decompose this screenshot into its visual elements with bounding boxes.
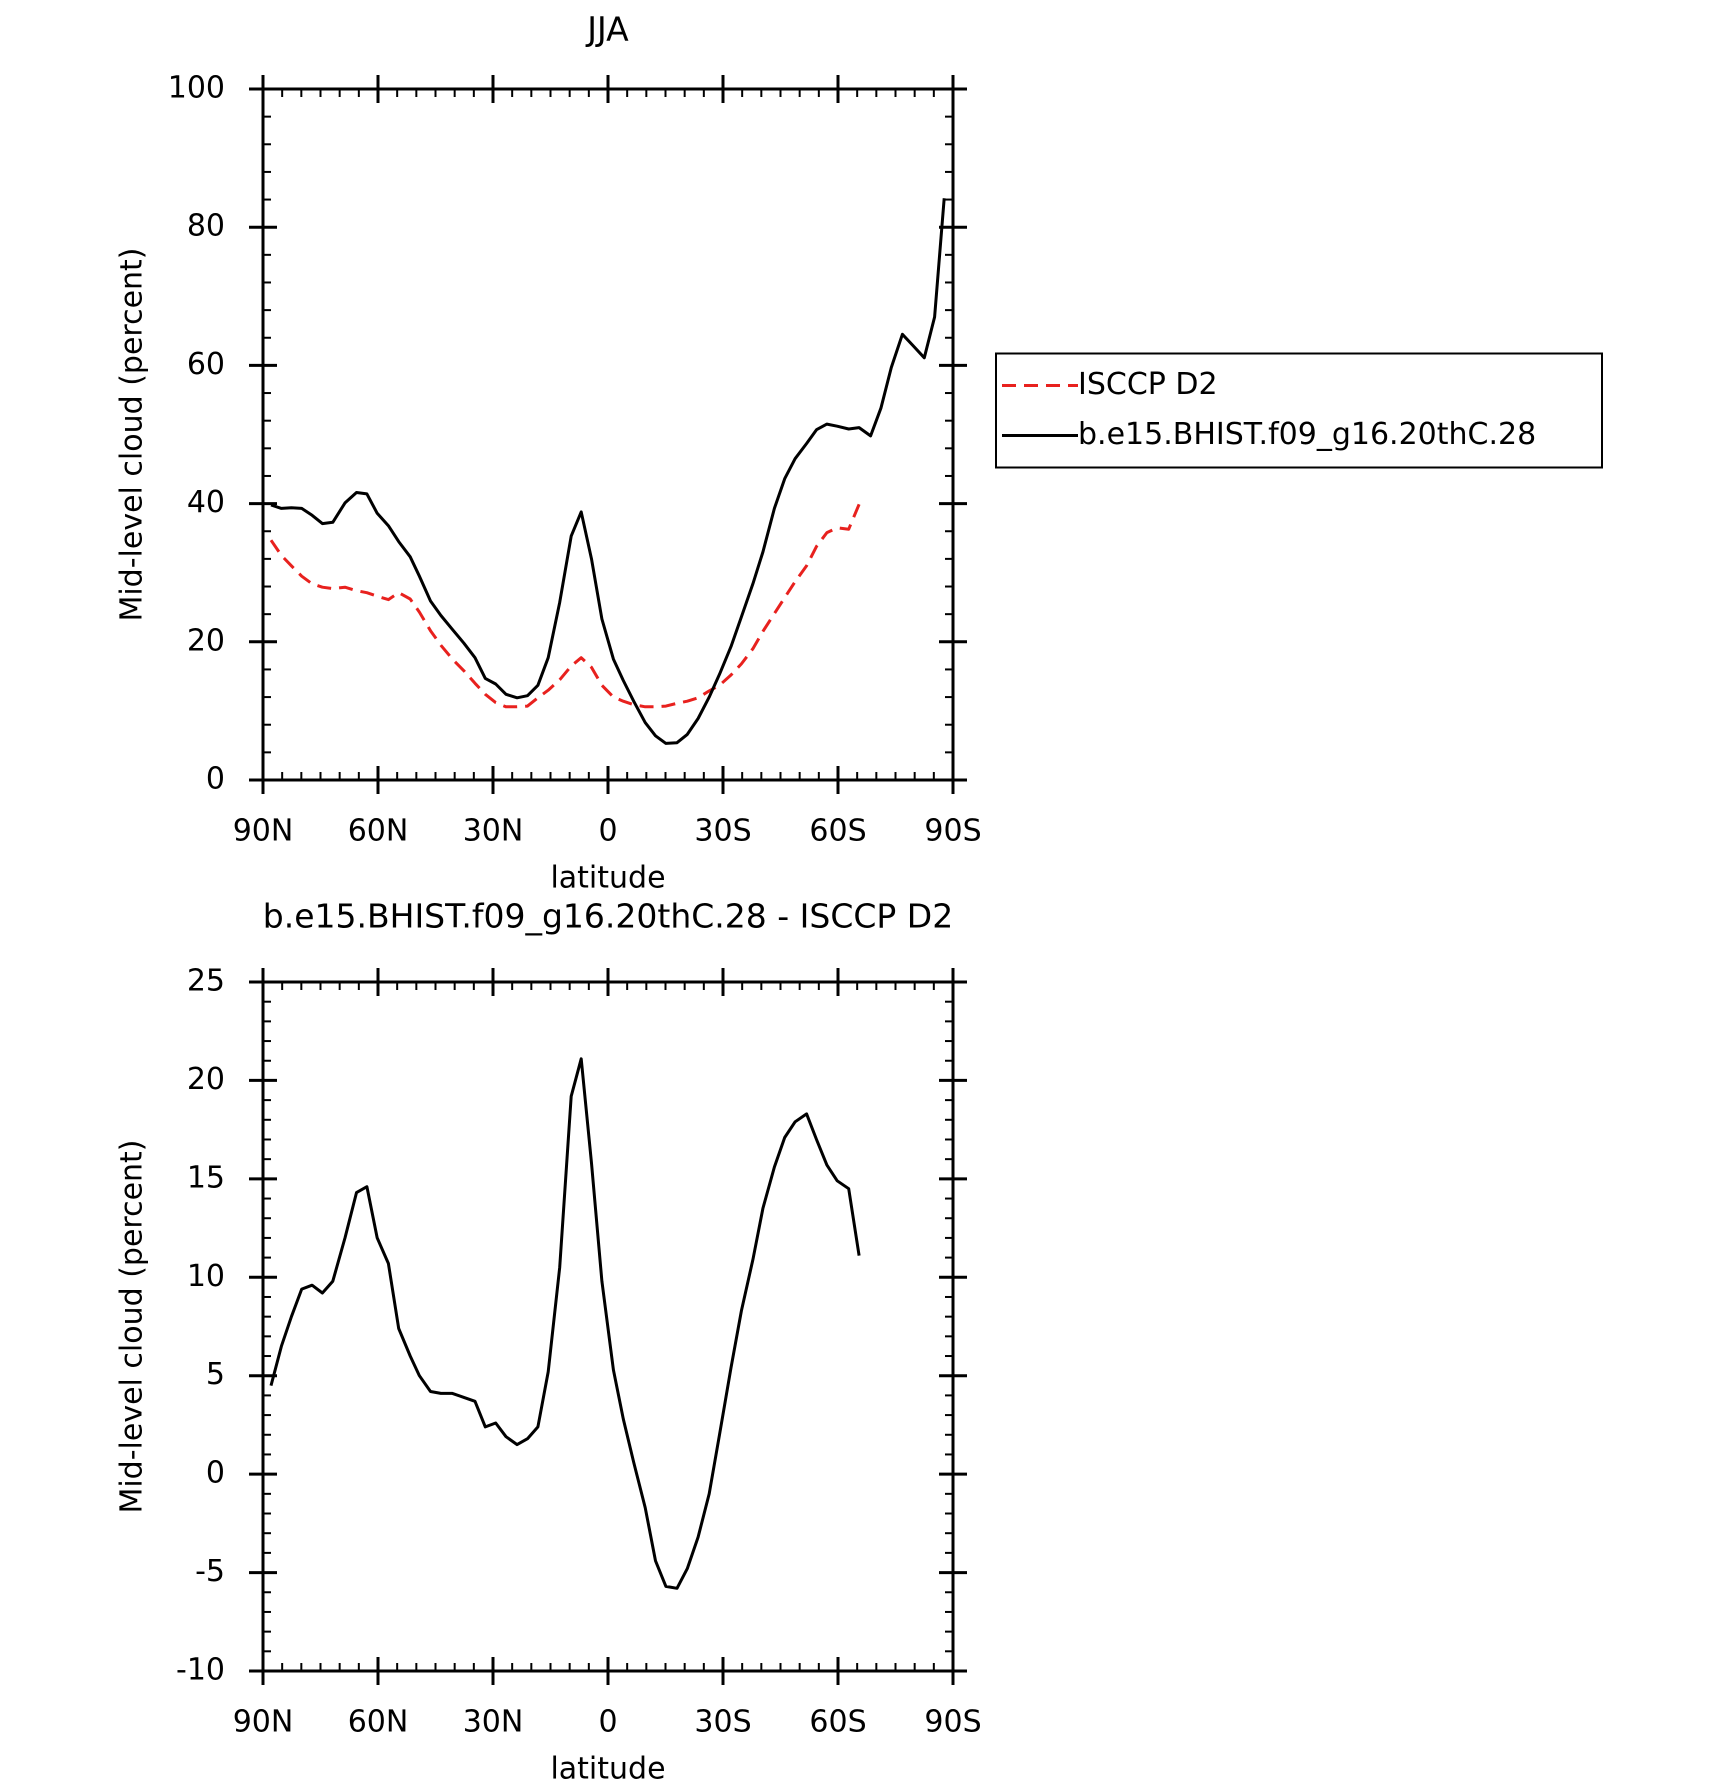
x-tick-label: 90S <box>924 1705 981 1740</box>
legend-label: ISCCP D2 <box>1078 367 1218 402</box>
y-tick-label: 100 <box>168 71 225 106</box>
y-tick-label: 40 <box>187 485 225 520</box>
data-line <box>270 198 946 745</box>
y-tick-label: 15 <box>187 1160 225 1195</box>
y-tick-label: 80 <box>187 209 225 244</box>
x-tick-label: 30S <box>694 1705 751 1740</box>
legend-box <box>995 352 1603 469</box>
y-tick-label: 25 <box>187 964 225 999</box>
legend-label: b.e15.BHIST.f09_g16.20thC.28 <box>1078 417 1536 452</box>
y-axis-label: Mid-level cloud (percent) <box>115 247 150 621</box>
x-tick-label: 0 <box>598 1705 617 1740</box>
plot-frame <box>261 87 955 782</box>
y-tick-label: 5 <box>206 1357 225 1392</box>
chart-title: JJA <box>585 10 629 49</box>
x-tick-label: 0 <box>598 814 617 849</box>
x-axis-label: latitude <box>550 1752 665 1787</box>
y-axis-label: Mid-level cloud (percent) <box>115 1139 150 1513</box>
x-tick-label: 60S <box>809 814 866 849</box>
y-tick-label: 0 <box>206 762 225 797</box>
y-tick-label: 20 <box>187 1062 225 1097</box>
y-tick-label: 0 <box>206 1456 225 1491</box>
y-tick-label: -5 <box>195 1554 225 1589</box>
x-tick-label: 90N <box>233 1705 294 1740</box>
x-axis-label: latitude <box>550 861 665 896</box>
x-tick-label: 60S <box>809 1705 866 1740</box>
y-tick-label: 10 <box>187 1259 225 1294</box>
chart-title: b.e15.BHIST.f09_g16.20thC.28 - ISCCP D2 <box>263 897 953 936</box>
x-tick-label: 60N <box>348 814 409 849</box>
y-tick-label: -10 <box>176 1653 225 1688</box>
y-tick-label: 20 <box>187 623 225 658</box>
x-tick-label: 90N <box>233 814 294 849</box>
y-tick-label: 60 <box>187 347 225 382</box>
x-tick-label: 60N <box>348 1705 409 1740</box>
x-tick-label: 30N <box>463 1705 524 1740</box>
data-line <box>269 503 861 709</box>
data-line <box>269 1057 861 1590</box>
x-tick-label: 30N <box>463 814 524 849</box>
x-tick-label: 30S <box>694 814 751 849</box>
x-tick-label: 90S <box>924 814 981 849</box>
